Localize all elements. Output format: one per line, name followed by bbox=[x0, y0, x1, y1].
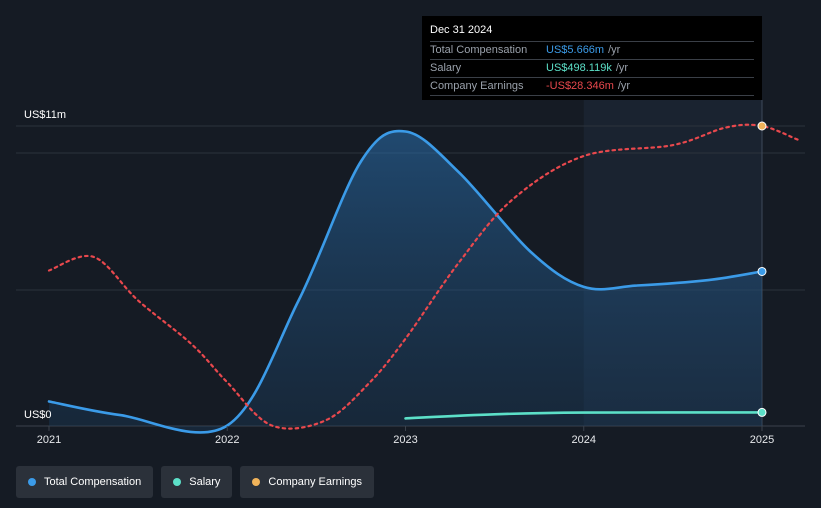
tooltip-row: Company Earnings -US$28.346m/yr bbox=[430, 77, 754, 96]
company-earnings-line bbox=[47, 123, 799, 430]
legend: Total Compensation Salary Company Earnings bbox=[16, 466, 374, 498]
salary-line bbox=[404, 411, 764, 420]
x-axis: 2021 2022 2023 2024 2025 bbox=[37, 426, 774, 446]
x-tick-label: 2025 bbox=[750, 434, 774, 446]
tooltip-row: Total Compensation US$5.666m/yr bbox=[430, 41, 754, 59]
tooltip-row-label: Salary bbox=[430, 62, 462, 74]
x-tick-label: 2024 bbox=[572, 434, 596, 446]
chart: 2021 2022 2023 2024 2025 US$11m US$0 bbox=[16, 100, 805, 446]
tooltip-row-label: Total Compensation bbox=[430, 44, 528, 56]
legend-dot-icon bbox=[252, 478, 261, 486]
legend-dot-icon bbox=[28, 478, 36, 486]
tooltip-row: Salary US$498.119k/yr bbox=[430, 59, 754, 77]
tooltip-row-unit: /yr bbox=[615, 62, 629, 74]
legend-label: Total Compensation bbox=[44, 476, 142, 488]
series-marks bbox=[47, 121, 799, 434]
tooltip-rows: Total Compensation US$5.666m/yr Salary US$4… bbox=[430, 41, 754, 96]
total-compensation-line bbox=[47, 129, 764, 434]
legend-dot-icon bbox=[173, 478, 182, 486]
y-axis-bottom-label: US$0 bbox=[24, 409, 52, 421]
legend-item-company-earnings[interactable]: Company Earnings bbox=[240, 466, 374, 498]
tooltip-row-unit: /yr bbox=[608, 44, 621, 56]
salary-marker bbox=[757, 407, 767, 417]
x-tick-label: 2021 bbox=[37, 434, 61, 446]
legend-item-salary[interactable]: Salary bbox=[161, 466, 233, 498]
legend-label: Company Earnings bbox=[268, 476, 362, 488]
x-tick-label: 2022 bbox=[215, 434, 239, 446]
company-earnings-marker bbox=[757, 121, 767, 131]
total-compensation-marker bbox=[757, 266, 767, 276]
x-tick-label: 2023 bbox=[393, 434, 417, 446]
tooltip-row-label: Company Earnings bbox=[430, 80, 524, 92]
legend-label: Salary bbox=[189, 476, 221, 488]
legend-item-total-compensation[interactable]: Total Compensation bbox=[16, 466, 154, 498]
tooltip-row-value: US$5.666m bbox=[546, 44, 605, 56]
y-axis-top-label: US$11m bbox=[24, 109, 66, 121]
tooltip-row-unit: /yr bbox=[617, 80, 631, 92]
tooltip-row-value: -US$28.346m bbox=[546, 80, 614, 92]
tooltip-date: Dec 31 2024 bbox=[430, 24, 493, 36]
tooltip: Dec 31 2024 Total Compensation US$5.666m /… bbox=[422, 16, 762, 100]
total-compensation-area bbox=[49, 131, 762, 433]
tooltip-row-value: US$498.119k bbox=[546, 62, 612, 74]
